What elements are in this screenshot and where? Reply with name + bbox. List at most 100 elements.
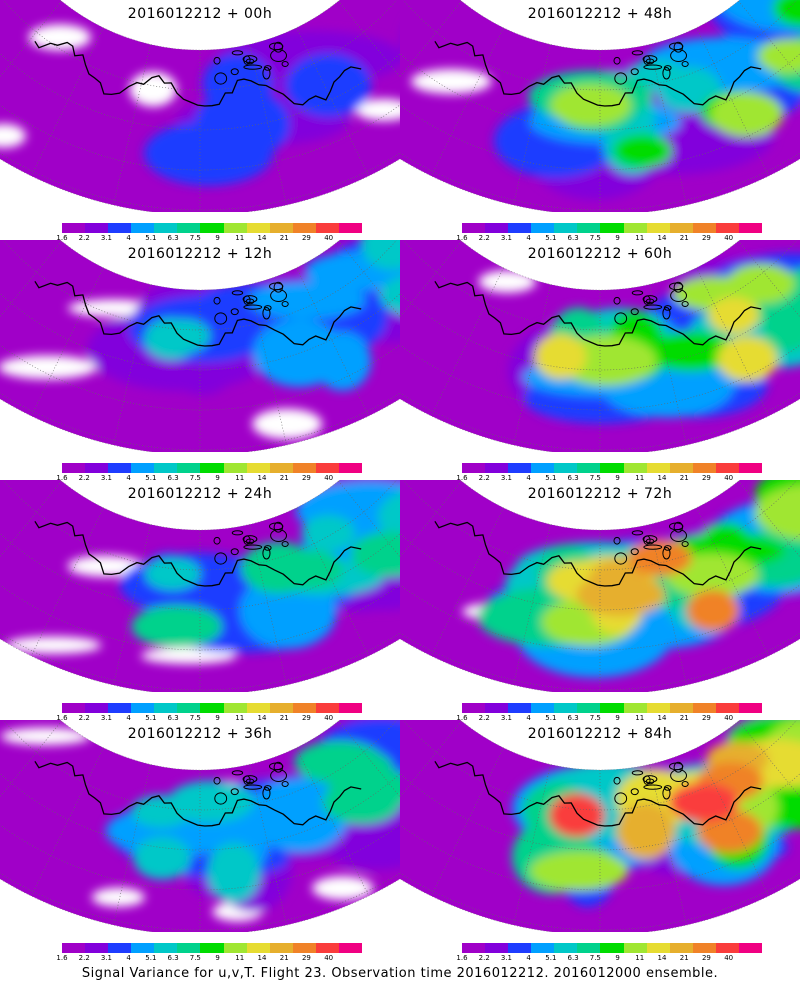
masked-region — [140, 647, 237, 664]
colorbar-tick-label: 5.1 — [545, 714, 557, 722]
colorbar-tick-label: 4 — [126, 954, 131, 962]
meridian-line — [249, 44, 287, 206]
colorbar-labels: 1.6 2.2 3.1 4 5.1 6.3 7.5 9 11 14 21 29 40 — [56, 714, 362, 724]
parallel-line — [400, 254, 800, 371]
coastline — [34, 760, 362, 827]
variance-contour — [241, 541, 317, 594]
colorbar-tick-label: 7.5 — [589, 954, 601, 962]
colorbar-tick-label: 21 — [279, 234, 289, 242]
variance-contour — [717, 336, 778, 382]
colorbar-tick-label: 29 — [701, 954, 711, 962]
colorbar-swatch — [269, 703, 293, 713]
colorbar-tick-label: 21 — [279, 954, 289, 962]
variance-contour — [755, 484, 800, 541]
colorbar-tick-label: 11 — [635, 954, 645, 962]
variance-contour — [379, 274, 400, 316]
variance-map — [0, 720, 400, 932]
meridian-line — [649, 44, 687, 206]
colorbar-tick-label: 21 — [279, 474, 289, 482]
variance-contour — [207, 842, 261, 904]
variance-contour — [172, 352, 232, 395]
colorbar-swatch — [485, 463, 509, 473]
forecast-panel: 2016012212 + 48h 1.6 2.2 3.1 4 5.1 6.3 7.5 9 11 14… — [400, 0, 800, 242]
colorbar-tick-label: 6.3 — [567, 954, 579, 962]
colorbar-tick-label: 14 — [657, 474, 667, 482]
panel-title: 2016012212 + 12h — [127, 246, 273, 262]
colorbar-swatch — [646, 943, 670, 953]
colorbar-swatch — [223, 703, 247, 713]
parallel-line — [400, 14, 800, 131]
meridian-line — [696, 507, 770, 657]
colorbar-tick-label: 29 — [701, 714, 711, 722]
colorbar-swatch — [200, 943, 224, 953]
colorbar-tick-label: 4 — [526, 714, 531, 722]
colorbar-swatch — [131, 223, 155, 233]
parallel-line — [0, 734, 400, 851]
panel-title: 2016012212 + 84h — [527, 726, 673, 742]
colorbar-tick-label: 21 — [679, 234, 689, 242]
colorbar-tick-label: 9 — [215, 714, 220, 722]
colorbar-tick-label: 11 — [235, 954, 245, 962]
coastline — [434, 280, 762, 347]
colorbar-tick-label: 11 — [635, 714, 645, 722]
colorbar-swatch — [338, 703, 363, 713]
colorbar-tick-label: 1.6 — [456, 714, 468, 722]
colorbar-tick-label: 1.6 — [456, 954, 468, 962]
variance-contour — [550, 83, 632, 127]
colorbar-swatch — [508, 223, 532, 233]
variance-map — [0, 240, 400, 452]
coastline — [34, 40, 362, 107]
colorbar-swatch — [485, 223, 509, 233]
meridian-line — [296, 747, 370, 897]
variance-contour — [757, 38, 800, 74]
colorbar-swatch — [531, 223, 555, 233]
colorbar-swatch — [669, 463, 693, 473]
colorbar-swatch — [692, 463, 716, 473]
colorbar-tick-label: 1.6 — [56, 714, 68, 722]
colorbar-swatch — [292, 223, 316, 233]
colorbar-swatch — [623, 463, 647, 473]
colorbar-swatch — [108, 703, 132, 713]
colorbar-labels: 1.6 2.2 3.1 4 5.1 6.3 7.5 9 11 14 21 29 40 — [56, 234, 362, 244]
colorbar-tick-label: 1.6 — [56, 234, 68, 242]
colorbar-swatch — [738, 943, 763, 953]
colorbar-tick-label: 7.5 — [189, 714, 201, 722]
colorbar-tick-label: 14 — [657, 234, 667, 242]
colorbar-tick-label: 14 — [657, 714, 667, 722]
colorbar-swatch — [462, 463, 486, 473]
colorbar-swatch — [485, 943, 509, 953]
forecast-panel: 2016012212 + 60h 1.6 2.2 3.1 4 5.1 6.3 7.5 9 11 14… — [400, 240, 800, 482]
forecast-panel: 2016012212 + 36h 1.6 2.2 3.1 4 5.1 6.3 7.5 9 11 14… — [0, 720, 400, 962]
colorbar-swatch — [669, 223, 693, 233]
colorbar-tick-label: 5.1 — [545, 954, 557, 962]
colorbar-swatch — [177, 703, 201, 713]
colorbar-swatch — [715, 703, 739, 713]
forecast-panel: 2016012212 + 72h 1.6 2.2 3.1 4 5.1 6.3 7.5 9 11 14… — [400, 480, 800, 722]
colorbar-swatch — [600, 943, 624, 953]
colorbar-tick-label: 6.3 — [567, 474, 579, 482]
colorbar-tick-label: 5.1 — [145, 954, 157, 962]
parallel-line — [0, 14, 400, 131]
colorbar-tick-label: 40 — [724, 234, 734, 242]
meridian-line — [296, 267, 370, 417]
colorbar-swatch — [177, 223, 201, 233]
panel-title: 2016012212 + 36h — [127, 726, 273, 742]
meridian-line — [513, 764, 551, 926]
colorbar-swatch — [292, 463, 316, 473]
colorbar-tick-label: 40 — [324, 234, 334, 242]
colorbar-tick-label: 6.3 — [167, 714, 179, 722]
variance-contour — [288, 63, 358, 103]
colorbar-tick-label: 21 — [279, 714, 289, 722]
colorbar-swatch — [246, 943, 270, 953]
colorbar-tick-label: 40 — [724, 954, 734, 962]
colorbar-swatch — [269, 223, 293, 233]
colorbar-labels: 1.6 2.2 3.1 4 5.1 6.3 7.5 9 11 14 21 29 40 — [456, 234, 762, 244]
colorbar-swatch — [531, 943, 555, 953]
colorbar-swatch — [623, 223, 647, 233]
meridian-line — [113, 284, 151, 446]
colorbar-swatch — [508, 943, 532, 953]
meridian-line — [400, 480, 462, 610]
colorbar-tick-label: 5.1 — [545, 474, 557, 482]
colorbar-swatch — [292, 943, 316, 953]
colorbar-swatch — [531, 463, 555, 473]
